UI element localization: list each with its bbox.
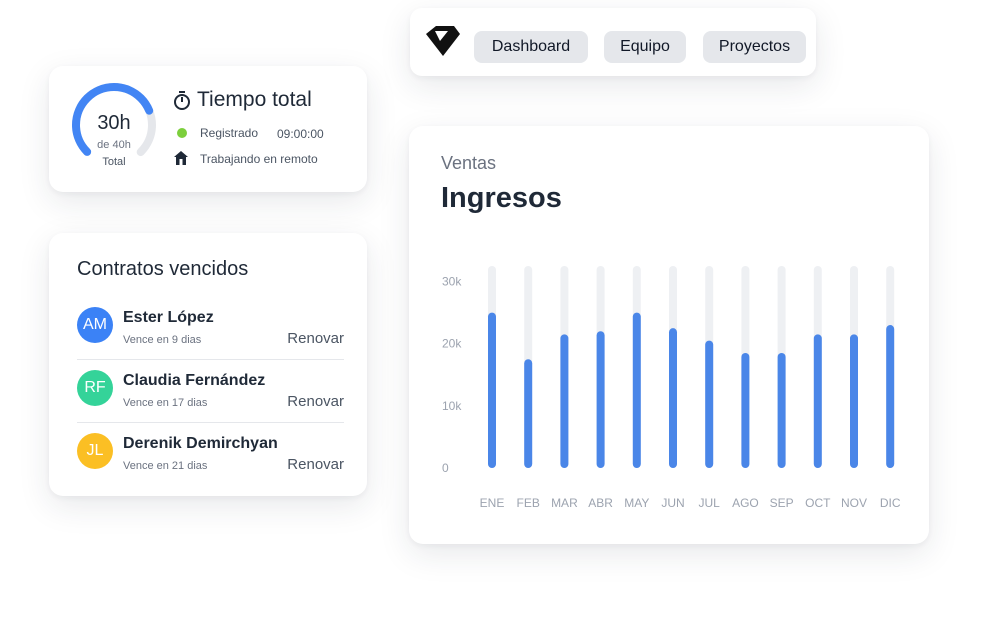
y-tick-label: 10k — [442, 399, 462, 413]
bar-jun[interactable] — [669, 328, 677, 468]
bar-ene[interactable] — [488, 312, 496, 468]
contract-due: Vence en 21 dias — [123, 460, 208, 472]
registered-value: 09:00:00 — [277, 127, 324, 141]
x-tick-label: MAR — [551, 496, 578, 510]
bar-nov[interactable] — [850, 334, 858, 468]
chart-subtitle: Ventas — [441, 153, 497, 173]
x-tick-label: DIC — [880, 496, 901, 510]
x-tick-label: ENE — [480, 496, 505, 510]
x-tick-label: SEP — [770, 496, 794, 510]
bar-oct[interactable] — [813, 334, 822, 468]
time-card: 30h de 40h Total Tiempo total Registrado… — [49, 66, 367, 192]
tab-dashboard[interactable]: Dashboard — [474, 31, 588, 63]
tab-equipo[interactable]: Equipo — [604, 31, 686, 63]
x-tick-label: ABR — [588, 496, 613, 510]
contract-name: Ester López — [123, 309, 214, 326]
time-title: Tiempo total — [197, 88, 312, 111]
bar-mar[interactable] — [560, 334, 569, 468]
gauge-value: 30h — [97, 112, 131, 134]
remote-label: Trabajando en remoto — [200, 152, 318, 166]
stopwatch-icon — [174, 91, 190, 110]
bar-sep[interactable] — [777, 353, 786, 468]
contract-due: Vence en 9 dias — [123, 334, 202, 346]
renew-button[interactable]: Renovar — [287, 330, 344, 347]
y-tick-label: 0 — [442, 461, 449, 475]
bar-jul[interactable] — [705, 340, 714, 468]
list-item: JL Derenik Demirchyan Vence en 21 dias R… — [77, 423, 344, 485]
renew-button[interactable]: Renovar — [287, 393, 344, 410]
gauge-total: de 40h — [97, 139, 131, 151]
avatar: RF — [77, 370, 113, 406]
diamond-logo-icon[interactable] — [426, 26, 460, 56]
gauge-arc — [72, 83, 156, 167]
x-tick-label: FEB — [517, 496, 540, 510]
y-tick-label: 30k — [442, 275, 462, 289]
renew-button[interactable]: Renovar — [287, 456, 344, 473]
bar-may[interactable] — [632, 312, 641, 468]
x-tick-label: NOV — [841, 496, 867, 510]
y-tick-label: 20k — [442, 337, 462, 351]
chart-title: Ingresos — [441, 182, 562, 214]
bar-abr[interactable] — [596, 331, 605, 468]
contracts-title: Contratos vencidos — [77, 258, 249, 280]
list-item: AM Ester López Vence en 9 dias Renovar — [77, 297, 344, 360]
x-tick-label: AGO — [732, 496, 759, 510]
x-tick-label: JUN — [661, 496, 684, 510]
sales-chart-card: 0 10k 20k 30k ENE FEB MAR ABR MAY JUN JUL AGO SEP OCT… — [409, 126, 929, 544]
nav-bar: Dashboard Equipo Proyectos — [410, 8, 816, 76]
gauge-label: Total — [102, 156, 126, 168]
registered-label: Registrado — [200, 126, 259, 140]
home-icon — [174, 151, 188, 165]
progress-gauge — [72, 83, 156, 167]
contract-due: Vence en 17 dias — [123, 397, 208, 409]
x-tick-label: OCT — [805, 496, 831, 510]
bar-ago[interactable] — [741, 353, 750, 468]
contract-name: Claudia Fernández — [123, 372, 266, 389]
avatar: AM — [77, 307, 113, 343]
x-tick-label: MAY — [624, 496, 649, 510]
contract-name: Derenik Demirchyan — [123, 435, 278, 452]
status-dot — [177, 128, 187, 138]
tab-proyectos[interactable]: Proyectos — [703, 31, 806, 63]
bar-feb[interactable] — [524, 359, 533, 468]
list-item: RF Claudia Fernández Vence en 17 dias Re… — [77, 360, 344, 423]
contracts-card: Contratos vencidos AM Ester López Vence … — [49, 233, 367, 496]
avatar: JL — [77, 433, 113, 469]
bar-chart: 0 10k 20k 30k ENE FEB MAR ABR MAY JUN JUL AGO SEP OCT… — [442, 266, 901, 510]
x-tick-label: JUL — [699, 496, 721, 510]
bar-dic[interactable] — [886, 325, 895, 468]
